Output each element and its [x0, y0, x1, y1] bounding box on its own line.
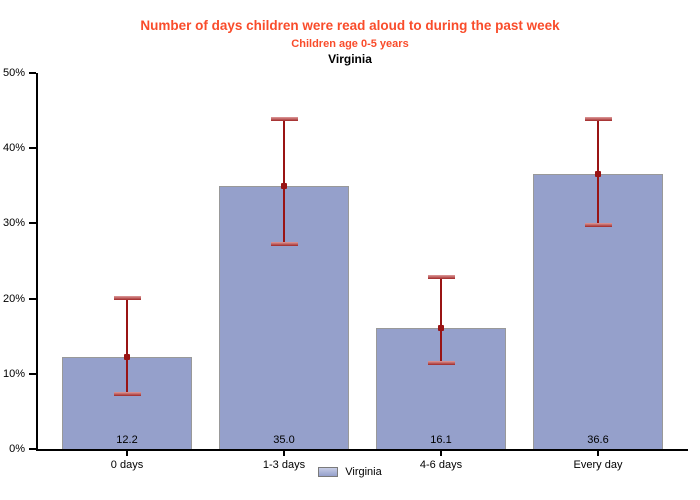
bar-value-label: 36.6: [587, 434, 609, 446]
error-bar-marker: [438, 324, 444, 331]
error-bar-cap-top: [584, 116, 612, 121]
error-bar-cap-bottom: [427, 361, 455, 366]
error-bar-marker: [124, 354, 130, 361]
y-axis-tick-label: 40%: [2, 142, 25, 155]
error-bar-cap-bottom: [584, 222, 612, 227]
y-tick: [29, 372, 36, 375]
bar-value-label: 16.1: [430, 434, 452, 446]
error-bar-marker: [281, 182, 287, 189]
y-axis-tick-label: 50%: [2, 67, 25, 79]
plot-area: 0% 10% 20% 30% 40% 50% 12.2 0 days 35.0 1-3 days 1…: [3, 67, 688, 471]
legend-swatch: [318, 467, 339, 477]
bar-value-label: 12.2: [116, 434, 138, 446]
error-bar-cap-top: [113, 295, 141, 300]
x-tick: [597, 451, 599, 456]
error-bar-cap-top: [427, 275, 455, 280]
x-axis-label: 0 days: [110, 459, 144, 471]
error-bar-marker: [595, 170, 601, 177]
x-tick: [440, 451, 442, 456]
y-axis-tick-label: 0%: [9, 443, 25, 455]
y-tick: [29, 448, 36, 450]
error-bar-cap-top: [270, 116, 298, 121]
y-tick: [29, 297, 36, 300]
chart-region-line: Virginia: [328, 52, 372, 66]
y-tick: [29, 147, 36, 150]
error-bar-cap-bottom: [270, 242, 298, 247]
y-axis-line: [36, 73, 38, 451]
y-tick: [29, 72, 36, 74]
x-tick: [283, 451, 285, 456]
chart-subtitle: Children age 0-5 years: [291, 38, 409, 50]
legend-label: Virginia: [345, 466, 382, 478]
y-axis-tick-label: 20%: [2, 292, 25, 305]
y-axis-tick-label: 30%: [2, 217, 25, 230]
error-bar-cap-bottom: [113, 392, 141, 397]
x-axis-line: [36, 449, 688, 451]
y-tick: [29, 222, 36, 225]
x-axis-label: 1-3 days: [262, 459, 306, 471]
chart-title: Number of days children were read aloud …: [140, 18, 560, 33]
x-tick: [126, 451, 128, 456]
error-bar-stem: [283, 119, 285, 245]
x-axis-label: 4-6 days: [419, 459, 463, 471]
legend: Virginia: [0, 466, 700, 478]
error-bar-stem: [440, 278, 442, 364]
y-axis-tick-label: 10%: [2, 367, 25, 380]
bar-value-label: 35.0: [273, 434, 295, 446]
error-bar-stem: [126, 298, 128, 395]
x-axis-label: Every day: [573, 459, 623, 471]
